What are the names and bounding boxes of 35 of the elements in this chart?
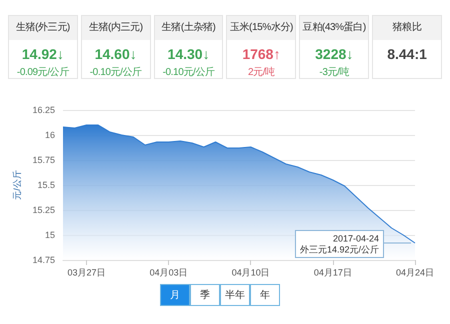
y-tick-label: 16 xyxy=(44,130,55,140)
text: 3228↓ xyxy=(314,46,354,62)
text: -0.10元/公斤 xyxy=(88,66,143,79)
text: 生猪(土杂猪) xyxy=(154,16,222,40)
text: 生猪(外三元) xyxy=(9,16,77,40)
y-tick-label: 15.25 xyxy=(32,205,55,215)
x-tick-label: 03月27日 xyxy=(67,268,106,278)
text: 14.30↓ xyxy=(166,46,211,62)
text: 半年 xyxy=(220,284,250,306)
text: -0.10元/公斤 xyxy=(162,66,216,79)
annotation: 2017-04-24 外三元14.92元/公斤 xyxy=(300,234,379,254)
text: 豆粕(43%蛋白) xyxy=(300,16,368,40)
y-tick-label: 15.5 xyxy=(37,180,55,190)
text: -0.09元/公斤 xyxy=(16,66,70,79)
text: 1768↑ xyxy=(241,46,282,62)
x-tick-label: 04月24日 xyxy=(396,268,434,278)
text: 8.44:1 xyxy=(386,46,428,62)
y-axis-title: 元/公斤 xyxy=(12,170,22,200)
text: 2元/吨 xyxy=(247,66,276,79)
text: -3元/吨 xyxy=(318,66,350,79)
text: 14.92↓ xyxy=(20,46,65,62)
x-tick-label: 04月10日 xyxy=(232,268,270,278)
text: 季 xyxy=(190,284,220,306)
x-tick-label: 04月03日 xyxy=(150,268,188,278)
text: 年 xyxy=(250,284,280,306)
text: 月 xyxy=(160,284,190,306)
y-tick-label: 14.75 xyxy=(32,255,55,265)
y-tick-label: 16.25 xyxy=(32,105,55,115)
y-tick-label: 15.75 xyxy=(32,155,55,165)
text: 生猪(内三元) xyxy=(82,16,150,40)
text: 玉米(15%水分) xyxy=(227,16,296,40)
text: 14.60↓ xyxy=(94,46,138,62)
y-tick-label: 15 xyxy=(44,230,55,240)
x-tick-label: 04月17日 xyxy=(314,268,352,278)
text: 猪粮比 xyxy=(373,16,441,40)
